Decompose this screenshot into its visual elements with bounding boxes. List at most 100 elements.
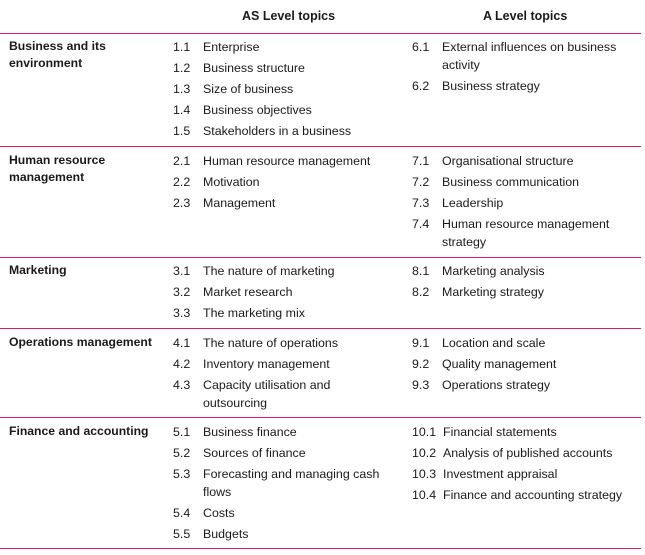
- item-text: Sources of finance: [203, 446, 306, 460]
- list-item: 1.4 Business objectives: [173, 101, 405, 119]
- list-item: 9.2 Quality management: [412, 355, 641, 373]
- section-divider: [0, 328, 641, 329]
- section-title: Operations management: [9, 335, 152, 349]
- section-divider: [0, 146, 641, 147]
- a-topics-list: 9.1 Location and scale 9.2 Quality managem…: [412, 334, 641, 394]
- list-item: 7.4 Human resource management strategy: [412, 215, 641, 251]
- list-item: 4.2 Inventory management: [173, 355, 405, 373]
- item-text: Business objectives: [203, 103, 312, 117]
- item-number: 6.2: [412, 79, 430, 93]
- item-text: External influences on business activity: [442, 40, 617, 72]
- item-number: 5.3: [173, 467, 191, 481]
- item-text: Location and scale: [442, 336, 546, 350]
- list-item: 7.3 Leadership: [412, 194, 641, 212]
- list-item: 3.2 Market research: [173, 283, 405, 301]
- item-number: 6.1: [412, 40, 430, 54]
- list-item: 10.1 Financial statements: [412, 423, 641, 441]
- item-text: Stakeholders in a business: [203, 124, 352, 138]
- list-item: 3.1 The nature of marketing: [173, 262, 405, 280]
- item-number: 10.1: [412, 425, 437, 439]
- list-item: 7.1 Organisational structure: [412, 152, 641, 170]
- item-text: Analysis of published accounts: [443, 446, 613, 460]
- item-text: Enterprise: [203, 40, 260, 54]
- item-number: 8.2: [412, 285, 430, 299]
- item-text: Budgets: [203, 527, 249, 541]
- a-topics-list: 6.1 External influences on business activ…: [412, 38, 641, 95]
- list-item: 4.1 The nature of operations: [173, 334, 405, 352]
- list-item: 10.3 Investment appraisal: [412, 465, 641, 483]
- item-text: The nature of marketing: [203, 264, 335, 278]
- item-text: Size of business: [203, 82, 294, 96]
- header-divider: [0, 33, 641, 34]
- item-number: 5.2: [173, 446, 191, 460]
- list-item: 10.4 Finance and accounting strategy: [412, 486, 641, 504]
- section-divider: [0, 417, 641, 418]
- section-title: Marketing: [9, 263, 67, 277]
- item-text: Capacity utilisation and outsourcing: [203, 378, 331, 410]
- list-item: 5.4 Costs: [173, 504, 405, 522]
- list-item: 10.2 Analysis of published accounts: [412, 444, 641, 462]
- item-number: 10.4: [412, 488, 437, 502]
- list-item: 7.2 Business communication: [412, 173, 641, 191]
- section-title: Finance and accounting: [9, 424, 149, 438]
- item-number: 10.3: [412, 467, 437, 481]
- item-number: 1.4: [173, 103, 191, 117]
- item-number: 9.1: [412, 336, 430, 350]
- table-bottom-rule: [0, 548, 641, 549]
- a-topics-list: 7.1 Organisational structure 7.2 Business …: [412, 152, 641, 251]
- as-topics-list: 4.1 The nature of operations 4.2 Inventory…: [173, 334, 405, 412]
- item-number: 4.3: [173, 378, 191, 392]
- section-title: Business and its environment: [9, 39, 106, 70]
- item-text: Inventory management: [203, 357, 330, 371]
- list-item: 8.2 Marketing strategy: [412, 283, 641, 301]
- list-item: 2.1 Human resource management: [173, 152, 405, 170]
- item-number: 2.3: [173, 196, 191, 210]
- item-number: 3.1: [173, 264, 191, 278]
- item-text: Marketing strategy: [442, 285, 544, 299]
- item-text: Financial statements: [443, 425, 557, 439]
- item-text: Business strategy: [442, 79, 540, 93]
- item-text: Business structure: [203, 61, 305, 75]
- list-item: 1.3 Size of business: [173, 80, 405, 98]
- item-text: Motivation: [203, 175, 260, 189]
- as-topics-list: 5.1 Business finance 5.2 Sources of financ…: [173, 423, 405, 543]
- item-text: Investment appraisal: [443, 467, 558, 481]
- list-item: 6.1 External influences on business activ…: [412, 38, 641, 74]
- item-number: 7.3: [412, 196, 430, 210]
- item-text: Quality management: [442, 357, 557, 371]
- list-item: 6.2 Business strategy: [412, 77, 641, 95]
- list-item: 1.1 Enterprise: [173, 38, 405, 56]
- list-item: 4.3 Capacity utilisation and outsourcing: [173, 376, 353, 412]
- item-number: 9.3: [412, 378, 430, 392]
- list-item: 5.1 Business finance: [173, 423, 405, 441]
- item-text: Market research: [203, 285, 293, 299]
- section-marketing: Marketing 3.1 The nature of marketing 3.2…: [0, 262, 641, 324]
- item-text: Human resource management: [203, 154, 371, 168]
- item-number: 1.2: [173, 61, 191, 75]
- item-number: 7.4: [412, 217, 430, 231]
- item-number: 4.2: [173, 357, 191, 371]
- section-human-resource: Human resource management 2.1 Human resou…: [0, 152, 641, 255]
- item-text: Organisational structure: [442, 154, 574, 168]
- section-divider: [0, 257, 641, 258]
- list-item: 2.2 Motivation: [173, 173, 405, 191]
- table-header-row: AS Level topics A Level topics: [0, 0, 645, 33]
- item-number: 5.4: [173, 506, 191, 520]
- item-text: The marketing mix: [203, 306, 305, 320]
- item-number: 5.1: [173, 425, 191, 439]
- item-number: 4.1: [173, 336, 191, 350]
- item-number: 5.5: [173, 527, 191, 541]
- list-item: 3.3 The marketing mix: [173, 304, 405, 322]
- list-item: 5.3 Forecasting and managing cash flows: [173, 465, 383, 501]
- list-item: 1.5 Stakeholders in a business: [173, 122, 405, 140]
- item-text: Costs: [203, 506, 235, 520]
- item-text: Leadership: [442, 196, 504, 210]
- as-topics-list: 3.1 The nature of marketing 3.2 Market res…: [173, 262, 405, 322]
- list-item: 2.3 Management: [173, 194, 405, 212]
- item-number: 1.5: [173, 124, 191, 138]
- item-number: 3.2: [173, 285, 191, 299]
- section-operations: Operations management 4.1 The nature of o…: [0, 334, 641, 414]
- item-number: 9.2: [412, 357, 430, 371]
- item-text: Human resource management strategy: [442, 217, 610, 249]
